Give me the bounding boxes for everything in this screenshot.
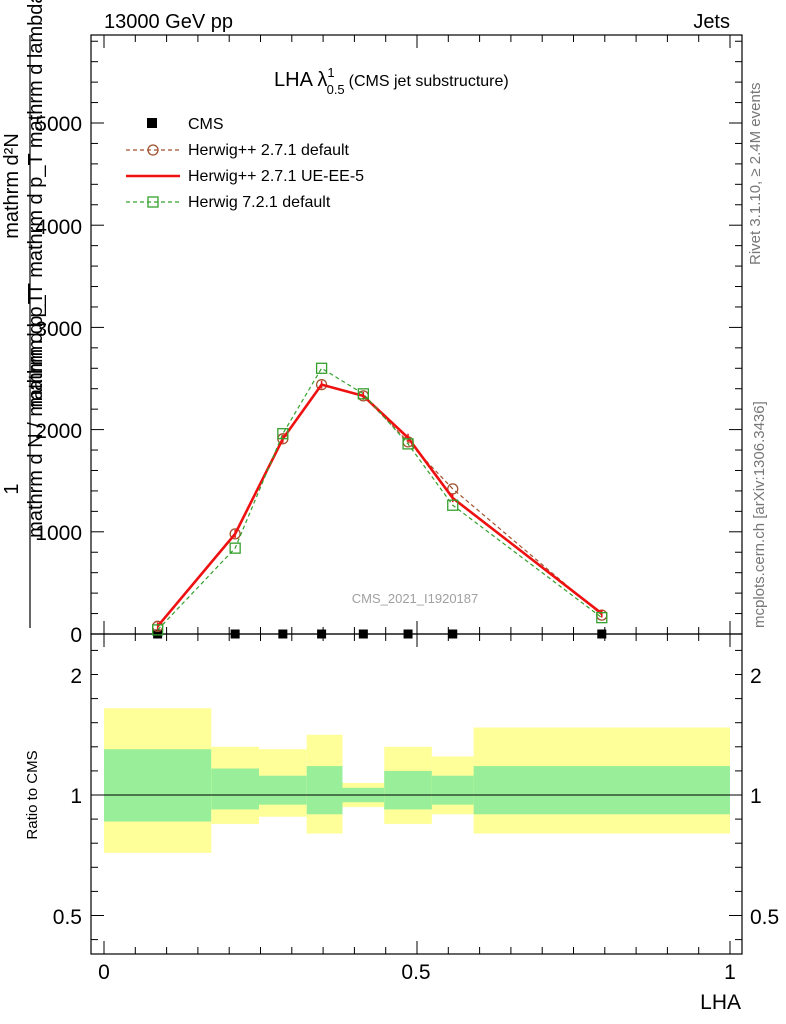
plot-title-main: LHA λ: [274, 69, 327, 91]
ratio-band-green-5: [384, 770, 432, 810]
herwig7-default-point: [447, 499, 459, 511]
y-tick-label-4000: 4000: [35, 216, 82, 239]
ratio-y-tick-label-left-2: 2: [70, 665, 82, 688]
ratio-band-green-0: [104, 749, 212, 822]
ratio-band-green-7: [473, 766, 730, 815]
legend-label-herwig7-default: Herwig 7.2.1 default: [188, 194, 331, 211]
ratio-band-green-2: [258, 775, 307, 805]
cms-point: [448, 629, 458, 639]
y-tick-label-1000: 1000: [35, 522, 82, 545]
herwigpp-default-point: [229, 528, 241, 540]
herwig7-default-point: [151, 624, 164, 636]
y-tick-label-5000: 5000: [35, 113, 82, 136]
plot-title-sub: 0.5: [327, 82, 345, 97]
herwig7-default-point: [402, 438, 414, 450]
ratio-y-tick-label-right-0.5: 0.5: [750, 906, 779, 929]
herwigpp-default-point: [447, 483, 459, 495]
x-tick-label-0.5: 0.5: [401, 961, 430, 984]
legend: CMS Herwig++ 2.7.1 default Herwig++ 2.7.…: [126, 116, 364, 211]
ratio-y-tick-labels: 2 1 0.5 2 1 0.5: [53, 665, 779, 929]
legend-label-herwigpp-ue: Herwig++ 2.7.1 UE-EE-5: [188, 168, 364, 185]
header-left: 13000 GeV pp: [104, 11, 233, 33]
mcplots-label: mcplots.cern.ch [arXiv:1306.3436]: [751, 401, 768, 628]
x-axis-label: LHA: [700, 991, 741, 1014]
ratio-y-axis-label: Ratio to CMS: [24, 750, 41, 839]
legend-label-cms: CMS: [188, 116, 224, 133]
cms-point: [278, 629, 288, 639]
y-label-numerator: mathrm d²N: [1, 133, 23, 239]
y-tick-label-2000: 2000: [35, 420, 82, 443]
herwig7-default-point: [229, 542, 241, 554]
main-y-ticks: [91, 40, 742, 635]
legend-marker-cms: [147, 118, 157, 128]
plot-title-suffix: (CMS jet substructure): [349, 73, 509, 90]
series-line-3: [157, 367, 603, 631]
herwig7-default-point: [596, 611, 608, 624]
series-line-2: [156, 383, 603, 628]
y-tick-label-0: 0: [70, 624, 82, 647]
ratio-y-tick-label-right-2: 2: [750, 665, 762, 688]
x-tick-label-0: 0: [98, 961, 110, 984]
x-tick-labels: 0 0.5 1: [98, 961, 736, 984]
x-tick-label-1: 1: [724, 961, 736, 984]
y-label-denominator: mathrm d p_T mathrm d p_T mathrm d lambd…: [25, 0, 47, 407]
ratio-y-tick-label-right-1: 1: [750, 785, 762, 808]
plot-title: LHA λ1 0.5 (CMS jet substructure): [274, 65, 509, 97]
ratio-y-tick-label-left-1: 1: [70, 785, 82, 808]
cms-point: [403, 629, 413, 639]
analysis-watermark: CMS_2021_I1920187: [352, 591, 479, 606]
y-label-prefix-num: 1: [1, 483, 23, 494]
data-series: [151, 362, 608, 639]
cms-point: [358, 629, 368, 639]
cms-point: [597, 629, 607, 639]
ratio-bands: [104, 708, 730, 853]
legend-marker-herwig7-default: [147, 196, 159, 208]
main-y-axis-label: 1 mathrm d N / mathrm d p_T mathrm d²N m…: [1, 0, 47, 628]
ratio-band-green-1: [211, 768, 259, 810]
plot-title-sup: 1: [327, 65, 334, 80]
cms-point: [153, 629, 163, 639]
rivet-version-label: Rivet 3.1.10, ≥ 2.4M events: [747, 83, 764, 266]
legend-label-herwigpp-default: Herwig++ 2.7.1 default: [188, 142, 350, 159]
herwig7-default-point: [277, 428, 289, 440]
cms-point: [230, 629, 240, 639]
header-right: Jets: [693, 11, 730, 33]
cms-point: [317, 629, 327, 639]
herwig7-default-point: [315, 362, 328, 374]
herwig7-default-point: [357, 388, 370, 400]
x-ticks: [103, 35, 731, 954]
main-y-tick-labels: 0 1000 2000 3000 4000 5000: [35, 113, 82, 647]
legend-marker-herwigpp-default: [147, 144, 159, 156]
ratio-band-green-6: [431, 775, 474, 805]
ratio-ticks: [91, 649, 742, 941]
ratio-band-green-3: [306, 766, 343, 815]
ratio-y-tick-label-left-0.5: 0.5: [53, 906, 82, 929]
y-tick-label-3000: 3000: [35, 318, 82, 341]
